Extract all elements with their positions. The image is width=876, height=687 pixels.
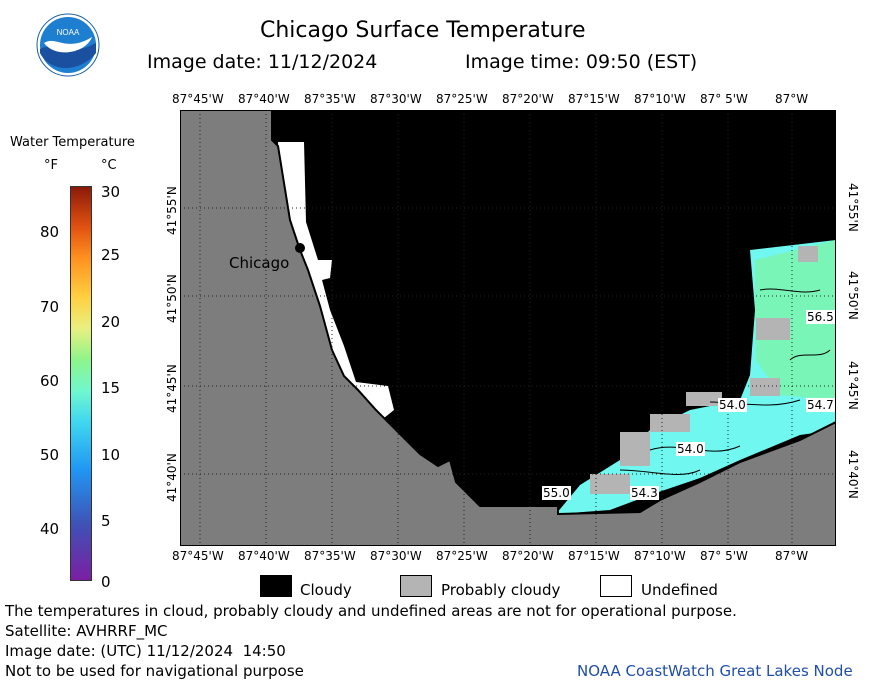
lon-label-bottom: 87°30'W bbox=[370, 549, 422, 563]
colorbar-title: Water Temperature bbox=[10, 135, 135, 150]
lon-label-bottom: 87°40'W bbox=[238, 549, 290, 563]
lon-label-bottom: 87° 5'W bbox=[700, 549, 748, 563]
page-title: Chicago Surface Temperature bbox=[260, 18, 586, 43]
colorbar-tick-f: 60 bbox=[40, 372, 60, 390]
colorbar-tick-c: 5 bbox=[101, 512, 111, 530]
lat-label-left: 41°50'N bbox=[165, 274, 179, 323]
colorbar-tick-f: 70 bbox=[40, 298, 60, 316]
image-time: Image time: 09:50 (EST) bbox=[465, 51, 698, 73]
image-date: Image date: 11/12/2024 bbox=[147, 51, 378, 73]
nav-warning: Not to be used for navigational purpose bbox=[5, 662, 304, 680]
noaa-logo: NOAA bbox=[36, 13, 100, 77]
lon-label-bottom: 87°15'W bbox=[568, 549, 620, 563]
credit: NOAA CoastWatch Great Lakes Node bbox=[577, 662, 853, 680]
probably-cloudy-patch bbox=[650, 414, 690, 432]
colorbar-tick-c: 20 bbox=[101, 313, 121, 331]
temp-label: 54.7 bbox=[806, 398, 835, 412]
lat-label-left: 41°55'N bbox=[165, 186, 179, 235]
city-label: Chicago bbox=[229, 254, 290, 272]
colorbar-unit-c: °C bbox=[101, 158, 117, 173]
legend-label-undefined: Undefined bbox=[641, 581, 718, 599]
lon-label-top: 87° 5'W bbox=[700, 92, 748, 106]
temp-label: 56.5 bbox=[806, 310, 835, 324]
lon-label-top: 87°W bbox=[775, 92, 809, 106]
temp-label: 55.0 bbox=[542, 486, 571, 500]
colorbar-tick-f: 40 bbox=[40, 520, 60, 538]
lon-label-bottom: 87°45'W bbox=[172, 549, 224, 563]
probably-cloudy-patch bbox=[590, 474, 630, 494]
probably-cloudy-patch bbox=[686, 392, 722, 406]
logo-text: NOAA bbox=[57, 28, 80, 37]
legend-label-cloudy: Cloudy bbox=[300, 581, 352, 599]
colorbar-tick-c: 10 bbox=[101, 446, 121, 464]
lat-label-left: 41°40'N bbox=[165, 453, 179, 502]
lat-label-right: 41°50'N bbox=[846, 271, 860, 320]
lat-label-left: 41°45'N bbox=[165, 364, 179, 413]
lon-label-top: 87°45'W bbox=[172, 92, 224, 106]
lat-label-right: 41°40'N bbox=[846, 450, 860, 499]
lon-label-bottom: 87°20'W bbox=[502, 549, 554, 563]
colorbar-tick-f: 80 bbox=[40, 223, 60, 241]
probably-cloudy-patch bbox=[750, 378, 780, 396]
legend-label-probably-cloudy: Probably cloudy bbox=[441, 581, 561, 599]
map-frame bbox=[180, 110, 836, 546]
colorbar-tick-f: 50 bbox=[40, 446, 60, 464]
probably-cloudy-patch bbox=[798, 246, 818, 262]
lat-label-right: 41°55'N bbox=[846, 183, 860, 232]
utc-date: Image date: (UTC) 11/12/2024 14:50 bbox=[5, 642, 286, 660]
colorbar-tick-c: 15 bbox=[101, 379, 121, 397]
graticule bbox=[180, 110, 836, 546]
lon-label-top: 87°25'W bbox=[436, 92, 488, 106]
lon-label-top: 87°10'W bbox=[634, 92, 686, 106]
legend-swatch-undefined bbox=[600, 575, 632, 597]
lon-label-top: 87°15'W bbox=[568, 92, 620, 106]
lon-label-bottom: 87°W bbox=[775, 549, 809, 563]
colorbar-tick-c: 25 bbox=[101, 246, 121, 264]
colorbar bbox=[70, 186, 92, 581]
lon-label-bottom: 87°10'W bbox=[634, 549, 686, 563]
lon-label-bottom: 87°25'W bbox=[436, 549, 488, 563]
legend-swatch-probably-cloudy bbox=[400, 575, 432, 597]
temp-label: 54.0 bbox=[676, 442, 705, 456]
lon-label-top: 87°40'W bbox=[238, 92, 290, 106]
disclaimer: The temperatures in cloud, probably clou… bbox=[5, 602, 737, 620]
satellite: Satellite: AVHRRF_MC bbox=[5, 622, 168, 640]
chicago-marker bbox=[295, 243, 305, 253]
probably-cloudy-patch bbox=[620, 432, 650, 466]
lon-label-top: 87°35'W bbox=[304, 92, 356, 106]
water-green-region bbox=[755, 240, 836, 400]
probably-cloudy-patch bbox=[756, 318, 790, 340]
colorbar-unit-f: °F bbox=[44, 158, 58, 173]
lon-label-top: 87°20'W bbox=[502, 92, 554, 106]
temp-label: 54.3 bbox=[630, 486, 659, 500]
colorbar-tick-c: 0 bbox=[101, 573, 111, 591]
legend-swatch-cloudy bbox=[260, 575, 292, 597]
map bbox=[180, 110, 836, 546]
temp-label: 54.0 bbox=[718, 398, 747, 412]
lon-label-bottom: 87°35'W bbox=[304, 549, 356, 563]
colorbar-tick-c: 30 bbox=[101, 183, 121, 201]
lon-label-top: 87°30'W bbox=[370, 92, 422, 106]
lat-label-right: 41°45'N bbox=[846, 361, 860, 410]
